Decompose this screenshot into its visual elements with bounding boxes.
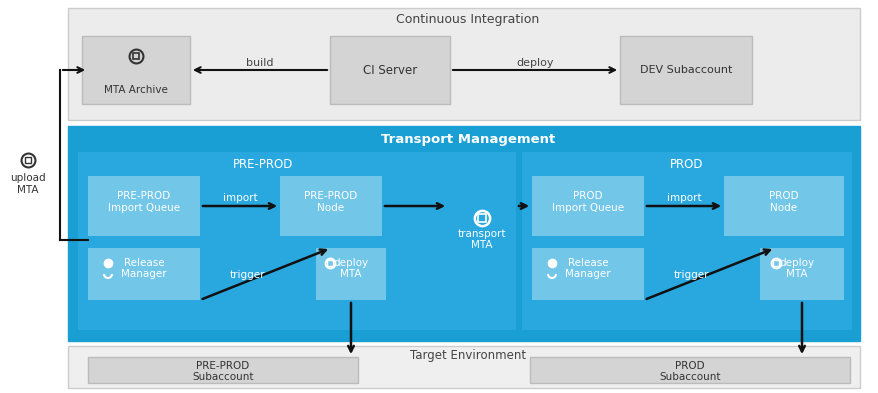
Text: PROD: PROD	[572, 191, 602, 201]
Text: PROD: PROD	[768, 191, 798, 201]
Text: deploy: deploy	[515, 58, 553, 68]
Bar	[280, 176, 382, 236]
Text: MTA: MTA	[340, 269, 362, 279]
Text: Import Queue: Import Queue	[551, 203, 623, 213]
Bar	[88, 357, 357, 383]
Text: trigger: trigger	[673, 270, 708, 280]
Text: Continuous Integration: Continuous Integration	[396, 13, 539, 26]
Text: Subaccount: Subaccount	[192, 372, 254, 382]
Bar	[531, 248, 644, 300]
Text: Transport Management: Transport Management	[380, 132, 555, 145]
Text: Subaccount: Subaccount	[658, 372, 720, 382]
Text: MTA Archive: MTA Archive	[104, 85, 168, 95]
Text: Import Queue: Import Queue	[108, 203, 180, 213]
Bar	[522, 152, 851, 330]
Text: MTA: MTA	[785, 269, 807, 279]
Text: Release: Release	[567, 258, 608, 268]
Text: CI Server: CI Server	[363, 64, 417, 77]
Bar	[68, 8, 859, 120]
Text: PRE-PROD: PRE-PROD	[304, 191, 357, 201]
Text: PRE-PROD: PRE-PROD	[233, 158, 293, 171]
Text: MTA: MTA	[471, 240, 493, 250]
Text: transport: transport	[457, 229, 506, 239]
Text: Node: Node	[769, 203, 796, 213]
Bar	[531, 176, 644, 236]
Text: PRE-PROD: PRE-PROD	[196, 361, 249, 371]
Bar	[315, 248, 385, 300]
Text: deploy: deploy	[333, 258, 368, 268]
Bar	[68, 346, 859, 388]
Bar	[88, 248, 200, 300]
Text: Manager: Manager	[565, 269, 610, 279]
Text: upload: upload	[11, 173, 46, 183]
Text: PROD: PROD	[670, 158, 703, 171]
Text: trigger: trigger	[229, 270, 264, 280]
Bar	[448, 152, 515, 330]
Bar	[68, 126, 859, 341]
Text: PROD: PROD	[674, 361, 704, 371]
Text: PRE-PROD: PRE-PROD	[118, 191, 170, 201]
Bar	[759, 248, 843, 300]
Bar	[619, 36, 752, 104]
Text: deploy: deploy	[779, 258, 814, 268]
Bar	[723, 176, 843, 236]
Text: Release: Release	[124, 258, 164, 268]
Text: Target Environment: Target Environment	[409, 349, 525, 362]
Text: DEV Subaccount: DEV Subaccount	[639, 65, 731, 75]
Bar	[529, 357, 849, 383]
Bar	[329, 36, 450, 104]
Bar	[88, 176, 200, 236]
Text: build: build	[246, 58, 273, 68]
Bar	[78, 152, 448, 330]
Text: Manager: Manager	[121, 269, 167, 279]
Bar	[82, 36, 190, 104]
Text: MTA: MTA	[18, 185, 39, 195]
Text: Node: Node	[317, 203, 344, 213]
Text: import: import	[666, 193, 701, 203]
Text: import: import	[222, 193, 257, 203]
